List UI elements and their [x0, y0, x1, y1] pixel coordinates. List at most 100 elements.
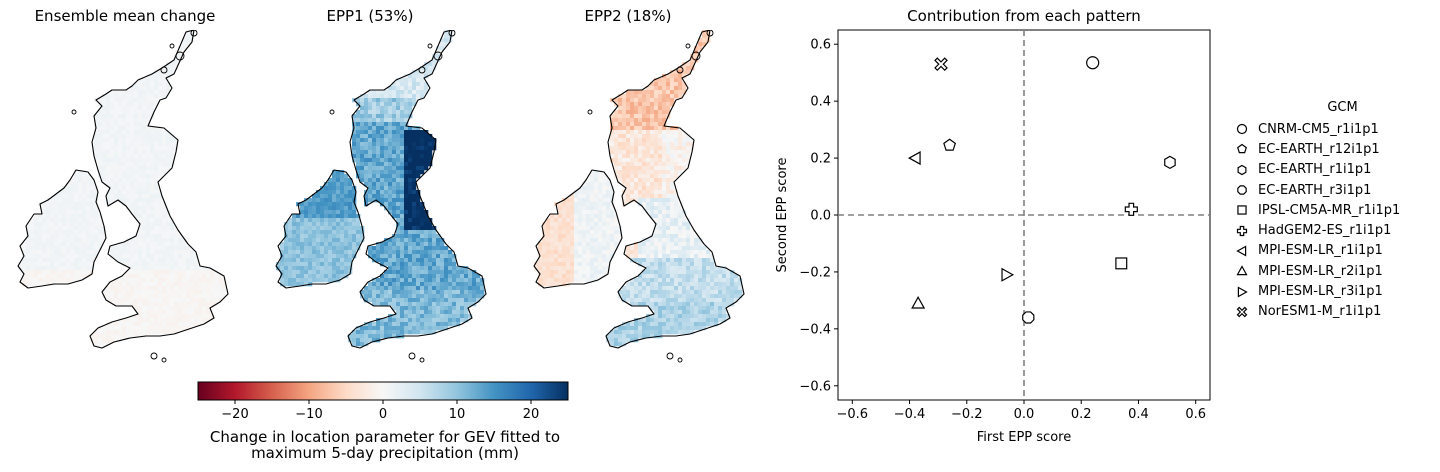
legend-label: NorESM1-M_r1i1p1 [1258, 304, 1382, 320]
point-MPI-ESM-LR_r2i1p1 [911, 295, 926, 309]
point-MPI-ESM-LR_r1i1p1 [908, 151, 921, 166]
map-ensemble-mean [17, 30, 229, 363]
y-tick-label: 0.2 [810, 152, 831, 167]
island-outline [691, 51, 701, 61]
point-NorESM1-M_r1i1p1 [934, 57, 948, 72]
legend-label: IPSL-CM5A-MR_r1i1p1 [1258, 202, 1401, 218]
island-outline [160, 66, 168, 74]
island-outline [169, 43, 175, 49]
y-tick-label: −0.6 [799, 379, 831, 394]
x-tick-label: 0.0 [1014, 407, 1035, 422]
legend-title: GCM [1327, 100, 1358, 115]
legend-item: CNRM-CM5_r1i1p1 [1230, 119, 1435, 139]
map-field-cells [18, 30, 227, 347]
legend-marker-icon [1236, 245, 1247, 257]
colorbar-tick-label: −10 [295, 407, 322, 422]
legend-label: EC-EARTH_r12i1p1 [1258, 141, 1380, 157]
legend-label: EC-EARTH_r1i1p1 [1258, 162, 1372, 178]
colorbar-tick-label: −20 [221, 407, 248, 422]
legend-item: NorESM1-M_r1i1p1 [1230, 302, 1435, 322]
legend-item: MPI-ESM-LR_r3i1p1 [1230, 281, 1435, 301]
legend-item: EC-EARTH_r12i1p1 [1230, 139, 1435, 159]
y-tick-label: −0.4 [799, 322, 831, 337]
legend-marker-icon [1237, 285, 1248, 298]
legend-marker-icon [1237, 164, 1247, 175]
island-outline [676, 66, 684, 74]
island-outline [587, 109, 593, 115]
legend-item: MPI-ESM-LR_r1i1p1 [1230, 241, 1435, 261]
legend-label: MPI-ESM-LR_r1i1p1 [1258, 243, 1383, 259]
great-britain-outline [605, 30, 745, 349]
island-outline [329, 109, 335, 115]
island-outline [408, 352, 416, 360]
x-axis-label: First EPP score [977, 430, 1071, 445]
point-MPI-ESM-LR_r3i1p1 [1001, 267, 1015, 282]
legend-label: MPI-ESM-LR_r3i1p1 [1258, 284, 1383, 300]
island-outline [150, 352, 158, 360]
legend-marker-icon [1236, 265, 1248, 276]
legend-label: EC-EARTH_r3i1p1 [1258, 182, 1372, 198]
map-epp2 [533, 30, 745, 363]
legend-item: IPSL-CM5A-MR_r1i1p1 [1230, 200, 1435, 220]
point-HadGEM2-ES_r1i1p1 [1124, 202, 1138, 216]
y-tick-label: 0.4 [810, 95, 831, 110]
x-tick-label: 0.4 [1128, 407, 1149, 422]
legend-item: MPI-ESM-LR_r2i1p1 [1230, 261, 1435, 281]
legend-item: EC-EARTH_r3i1p1 [1230, 180, 1435, 200]
y-axis-label: Second EPP score [775, 158, 790, 273]
x-tick-label: −0.2 [951, 407, 983, 422]
map-field-cells [276, 30, 485, 347]
legend-label: CNRM-CM5_r1i1p1 [1258, 121, 1379, 137]
ireland-outline [275, 169, 365, 289]
map-title-epp2: EPP2 (18%) [584, 7, 672, 25]
legend-marker-icon [1237, 144, 1247, 154]
ireland-outline [17, 169, 107, 289]
island-outline [419, 357, 425, 363]
scatter-title: Contribution from each pattern [907, 7, 1141, 25]
y-tick-label: 0.0 [810, 209, 831, 224]
colorbar: −20 −10 0 10 20 [197, 381, 569, 422]
point-IPSL-CM5A-MR_r1i1p1 [1115, 257, 1128, 270]
legend-item: HadGEM2-ES_r1i1p1 [1230, 220, 1435, 240]
point-EC-EARTH_r12i1p1 [943, 138, 957, 151]
point-EC-EARTH_r1i1p1 [1164, 155, 1176, 170]
map-title-epp1: EPP1 (53%) [326, 7, 414, 25]
legend-marker-icon [1236, 306, 1248, 318]
island-outline [685, 43, 691, 49]
legend-marker-icon [1236, 225, 1248, 236]
scatter-plot: −0.6 −0.4 −0.2 0.0 0.2 0.4 0.6 −0.6 −0.4 −0.2 0.0 0… [775, 29, 1211, 445]
colorbar-label: Change in location parameter for GEV fit… [160, 429, 610, 461]
point-CNRM-CM5_r1i1p1 [1086, 56, 1100, 70]
legend-items: CNRM-CM5_r1i1p1 EC-EARTH_r12i1p1 EC-EARTH_… [1230, 119, 1435, 322]
map-epp1 [275, 30, 487, 363]
island-outline [175, 51, 185, 61]
colorbar-tick-label: 10 [449, 407, 466, 422]
island-outline [448, 30, 456, 37]
island-outline [418, 66, 426, 74]
island-outline [666, 352, 674, 360]
map-title-ensemble-mean: Ensemble mean change [34, 7, 216, 25]
y-tick-label: 0.6 [810, 38, 831, 53]
x-tick-label: 0.2 [1071, 407, 1092, 422]
legend: GCM CNRM-CM5_r1i1p1 EC-EARTH_r12i1p1 EC-EA… [1230, 100, 1435, 322]
legend-marker-icon [1236, 124, 1248, 135]
legend-marker-icon [1237, 185, 1247, 195]
island-outline [190, 30, 198, 37]
ireland-outline [533, 169, 623, 289]
great-britain-outline [89, 30, 229, 349]
colorbar-tick-label: 20 [523, 407, 540, 422]
island-outline [427, 43, 433, 49]
colorbar-label-line1: Change in location parameter for GEV fit… [209, 428, 561, 446]
x-tick-label: −0.4 [894, 407, 926, 422]
island-outline [161, 357, 167, 363]
island-outline [433, 51, 443, 61]
legend-label: MPI-ESM-LR_r2i1p1 [1258, 263, 1383, 279]
y-tick-label: −0.2 [799, 265, 831, 280]
colorbar-gradient [197, 381, 569, 401]
colorbar-tick-label: 0 [379, 407, 387, 422]
point-EC-EARTH_r3i1p1 [1022, 311, 1035, 324]
legend-item: EC-EARTH_r1i1p1 [1230, 160, 1435, 180]
legend-marker-icon [1237, 205, 1247, 215]
legend-label: HadGEM2-ES_r1i1p1 [1258, 223, 1392, 239]
island-outline [677, 357, 683, 363]
